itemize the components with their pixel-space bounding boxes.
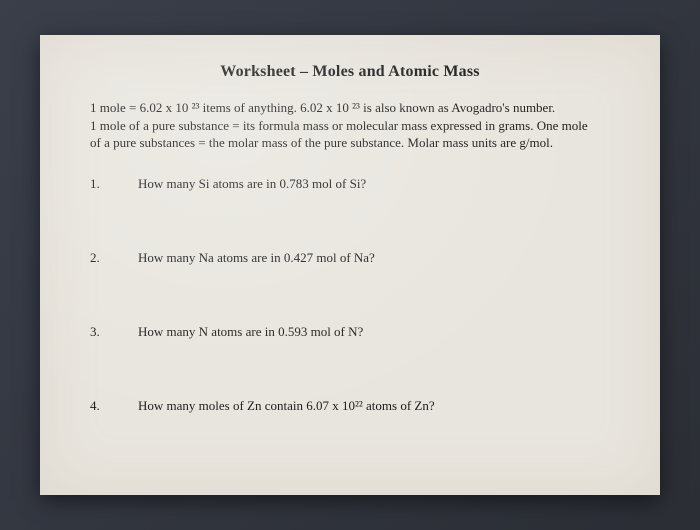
question-text: How many Na atoms are in 0.427 mol of Na… [138,250,610,266]
question-text: How many N atoms are in 0.593 mol of N? [138,324,610,340]
question-number: 2. [90,250,138,266]
question-text: How many moles of Zn contain 6.07 x 10²²… [138,398,610,414]
question-row: 4. How many moles of Zn contain 6.07 x 1… [90,398,610,414]
question-number: 3. [90,324,138,340]
question-number: 1. [90,176,138,192]
question-number: 4. [90,398,138,414]
question-row: 1. How many Si atoms are in 0.783 mol of… [90,176,610,192]
question-text: How many Si atoms are in 0.783 mol of Si… [138,176,610,192]
intro-line-3: of a pure substances = the molar mass of… [90,135,553,150]
intro-line-1: 1 mole = 6.02 x 10 ²³ items of anything.… [90,100,555,115]
intro-line-2: 1 mole of a pure substance = its formula… [90,118,588,133]
worksheet-paper: Worksheet – Moles and Atomic Mass 1 mole… [40,35,660,495]
intro-block: 1 mole = 6.02 x 10 ²³ items of anything.… [90,99,610,152]
worksheet-title: Worksheet – Moles and Atomic Mass [90,63,610,81]
question-row: 3. How many N atoms are in 0.593 mol of … [90,324,610,340]
question-row: 2. How many Na atoms are in 0.427 mol of… [90,250,610,266]
